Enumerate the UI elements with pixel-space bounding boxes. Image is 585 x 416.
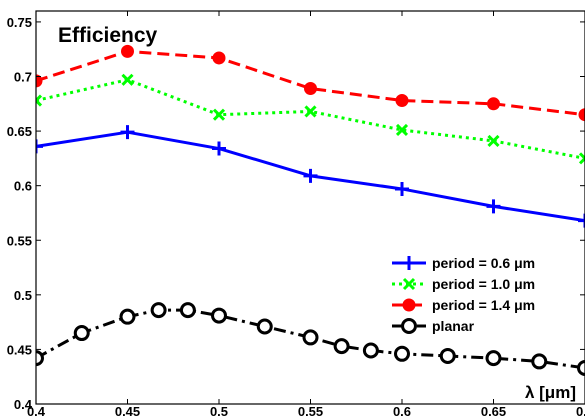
- data-point: [578, 213, 585, 228]
- data-point: [73, 325, 90, 342]
- x-axis-label: λ [μm]: [525, 383, 576, 402]
- data-point: [439, 347, 456, 364]
- legend-label: period = 0.6 μm: [432, 255, 535, 271]
- ticks-layer: 0.4 0.45 0.5 0.55 0.6 0.65 0.7 0.75 0.4 0.45 0.5 0.…: [7, 11, 585, 416]
- y-tick-label: 0.55: [7, 233, 32, 248]
- x-tick-label: 0.5: [210, 404, 228, 416]
- data-point: [303, 168, 318, 183]
- y-tick-label: 0.5: [14, 288, 32, 303]
- data-point: [150, 302, 167, 319]
- chart-title: Efficiency: [58, 24, 158, 47]
- series-4: [36, 302, 585, 376]
- legend-label: planar: [432, 318, 475, 334]
- y-tick-label: 0.6: [14, 179, 32, 194]
- data-point: [121, 73, 134, 86]
- data-point: [485, 350, 502, 367]
- data-point: [333, 338, 350, 355]
- series-2: [36, 73, 585, 165]
- data-point: [212, 141, 226, 156]
- data-point: [36, 74, 43, 88]
- x-tick-label: 0.7: [576, 404, 585, 416]
- legend-marker: [402, 298, 416, 312]
- x-tick-label: 0.65: [481, 404, 506, 416]
- data-point: [578, 152, 585, 165]
- legend: period = 0.6 μm period = 1.0 μm period = 1…: [392, 255, 535, 334]
- data-point: [256, 318, 273, 335]
- data-point: [395, 181, 409, 196]
- data-point: [531, 353, 548, 370]
- x-tick-label: 0.4: [27, 404, 46, 416]
- y-tick-label: 0.4: [14, 397, 33, 412]
- legend-marker: [401, 318, 417, 334]
- legend-label: period = 1.0 μm: [432, 276, 535, 292]
- y-tick-label: 0.7: [14, 70, 32, 85]
- y-tick-label: 0.65: [7, 124, 32, 139]
- y-tick-label: 0.75: [7, 15, 32, 30]
- data-point: [304, 105, 317, 118]
- y-tick-label: 0.45: [7, 342, 32, 357]
- data-point: [36, 139, 43, 154]
- legend-marker: [402, 256, 416, 270]
- data-point: [395, 94, 409, 108]
- data-point: [395, 123, 409, 137]
- data-point: [212, 108, 226, 121]
- data-point: [394, 345, 410, 362]
- data-point: [486, 199, 501, 214]
- x-tick-label: 0.45: [115, 404, 140, 416]
- legend-entry: planar: [392, 318, 475, 334]
- legend-label: period = 1.4 μm: [432, 297, 535, 313]
- data-point: [179, 302, 196, 319]
- series-3: [36, 44, 585, 122]
- series-1: [36, 125, 585, 228]
- data-point: [36, 94, 43, 107]
- data-point: [487, 134, 500, 147]
- data-point: [304, 82, 317, 96]
- data-point: [577, 359, 585, 376]
- data-point: [578, 108, 585, 122]
- data-point: [119, 308, 136, 325]
- series-line: [36, 308, 585, 370]
- data-point: [211, 307, 227, 324]
- data-point: [487, 97, 500, 111]
- data-point: [121, 44, 134, 58]
- data-point: [120, 125, 135, 140]
- x-tick-label: 0.6: [393, 404, 411, 416]
- series-layer: [36, 44, 585, 376]
- legend-marker: [402, 277, 416, 291]
- data-point: [362, 342, 379, 359]
- legend-entry: period = 1.0 μm: [392, 276, 535, 292]
- legend-entry: period = 1.4 μm: [392, 297, 535, 313]
- legend-entry: period = 0.6 μm: [392, 255, 535, 271]
- x-tick-label: 0.55: [298, 404, 323, 416]
- data-point: [212, 51, 226, 65]
- data-point: [36, 350, 44, 367]
- data-point: [302, 329, 319, 346]
